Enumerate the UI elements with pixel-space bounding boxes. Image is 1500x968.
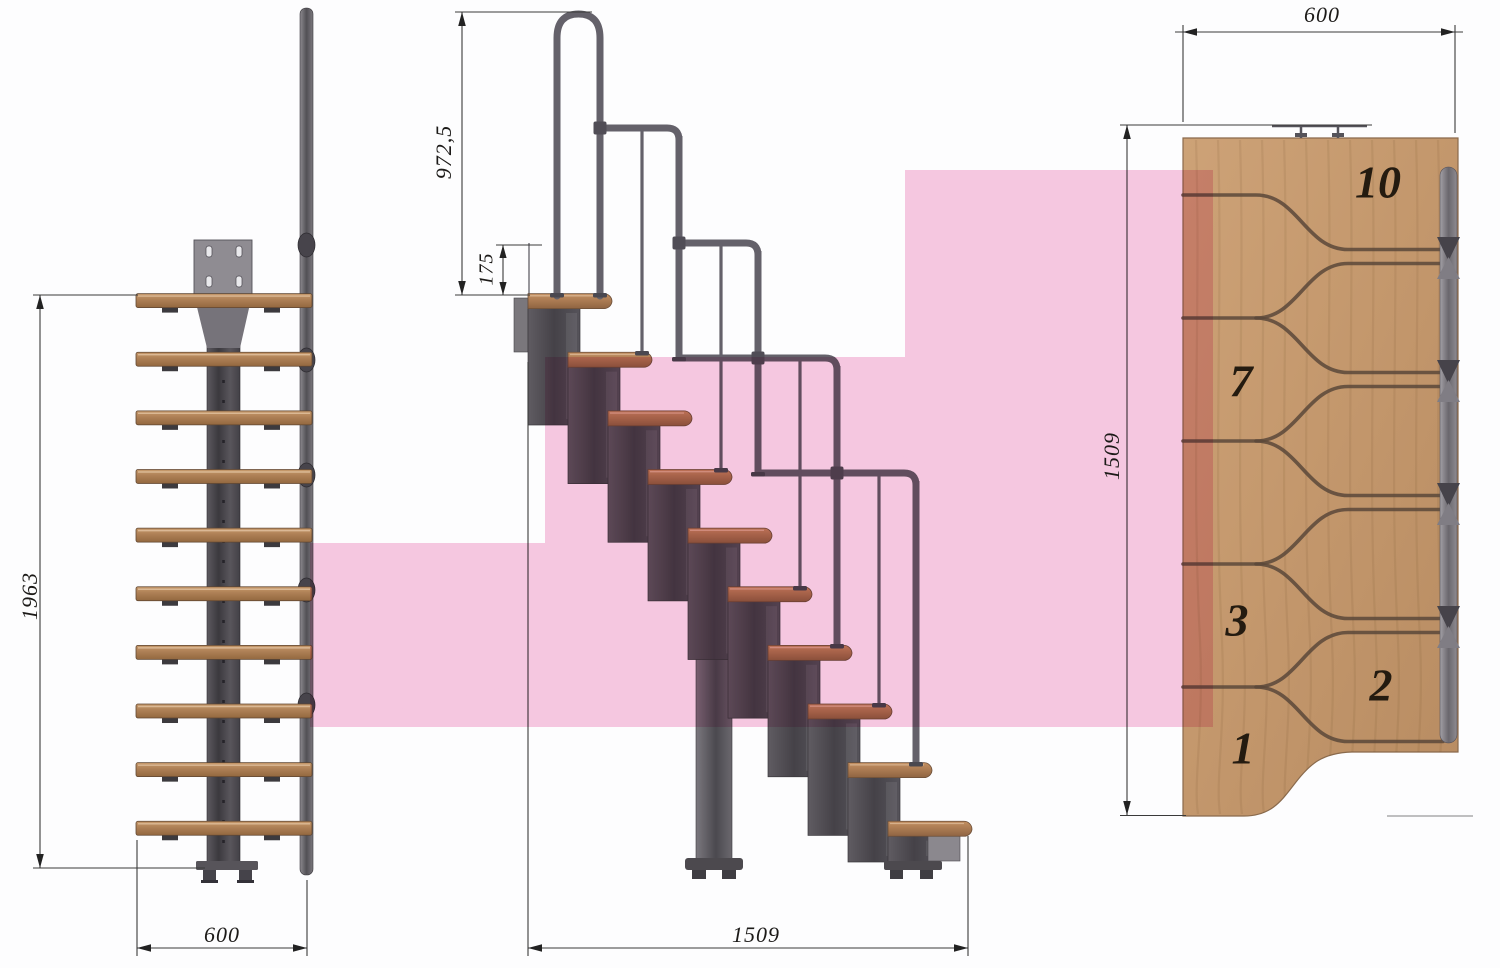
plan-tread-number-7: 7 — [1229, 355, 1253, 407]
front-treads — [135, 293, 313, 841]
plan-tread-division-curves — [1181, 193, 1445, 744]
plan-view-drawing — [1181, 124, 1473, 817]
dim-front-width-label: 600 — [204, 922, 240, 947]
dim-plan-depth-label: 1509 — [1099, 432, 1124, 480]
projection-wedge-middle — [547, 357, 1213, 543]
plan-pipe-joints — [1437, 237, 1460, 648]
projection-highlights — [310, 170, 1213, 727]
side-wall-bracket — [513, 297, 529, 353]
wall-mount-plate — [193, 239, 253, 296]
front-view-drawing — [135, 7, 316, 883]
post-foot — [692, 870, 706, 879]
post-foot — [722, 870, 736, 879]
dim-plan-width-label: 600 — [1304, 2, 1340, 27]
front-handrail-pipe — [299, 7, 314, 876]
front-base — [196, 861, 258, 883]
plan-wall-bracket — [1272, 124, 1367, 138]
dim-handrail-offset-label: 175 — [475, 252, 498, 286]
mount-plate-holes — [205, 245, 243, 288]
plan-tread-number-1: 1 — [1231, 722, 1255, 774]
plan-tread-number-2: 2 — [1369, 659, 1393, 711]
dim-side-length-label: 1509 — [732, 922, 780, 947]
column-taper — [194, 295, 252, 348]
plan-tread-number-10: 10 — [1355, 156, 1401, 208]
plan-tread-panel — [1182, 137, 1459, 817]
projection-wedge-top — [905, 170, 1183, 352]
plan-tread-number-3: 3 — [1225, 594, 1249, 646]
dim-handrail-height-label: 972,5 — [431, 124, 456, 180]
support-post-flange — [685, 858, 743, 870]
dim-front-height-label: 1963 — [17, 572, 42, 620]
projection-wedge-bottom — [310, 543, 1213, 727]
plan-handrail-pipe — [1439, 166, 1458, 744]
